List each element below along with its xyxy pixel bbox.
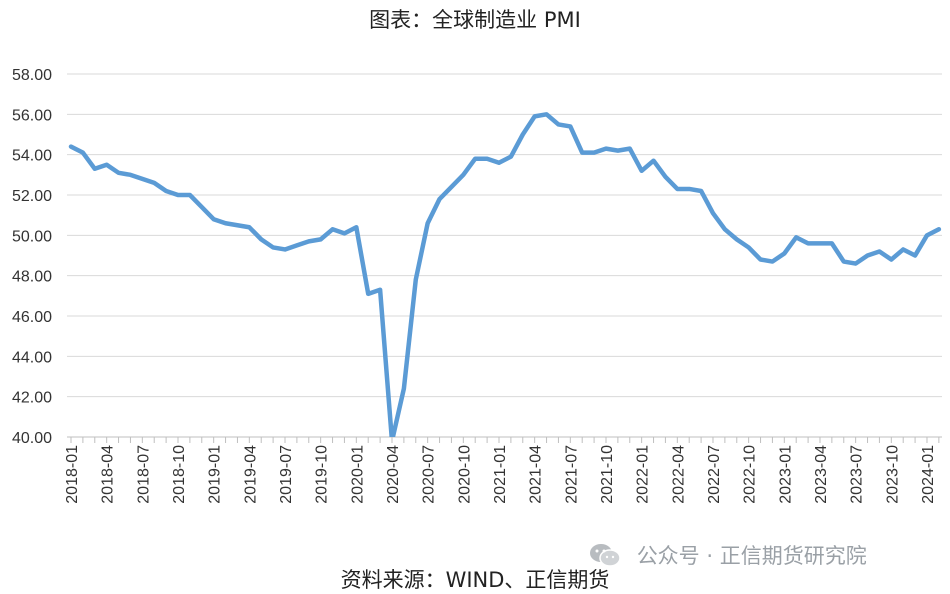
x-tick-label: 2019-07	[278, 445, 295, 504]
y-axis: 40.00 42.00 44.00 46.00 48.00 50.00 52.00 54.00…	[12, 67, 52, 447]
y-tick-label: 58.00	[12, 67, 52, 84]
x-tick-label: 2023-07	[849, 445, 866, 504]
y-tick-label: 56.00	[12, 107, 52, 124]
x-tick-label: 2021-04	[528, 445, 545, 504]
x-tick-label: 2022-07	[706, 445, 723, 504]
y-tick-label: 54.00	[12, 148, 52, 165]
x-tick-label: 2020-01	[349, 445, 366, 504]
x-tick-label: 2022-04	[670, 445, 687, 504]
y-tick-label: 40.00	[12, 430, 52, 447]
y-tick-label: 42.00	[12, 390, 52, 407]
x-tick-label: 2023-10	[884, 445, 901, 504]
x-tick-label: 2018-07	[135, 445, 152, 504]
x-axis: 2018-01 2018-04 2018-07 2018-10 2019-01 2019-…	[64, 436, 942, 504]
x-tick-label: 2019-04	[242, 445, 259, 504]
x-tick-label: 2018-01	[64, 445, 81, 504]
x-tick-label: 2020-10	[456, 445, 473, 504]
y-tick-label: 48.00	[12, 269, 52, 286]
pmi-series-line	[68, 112, 942, 437]
x-tick-label: 2018-10	[171, 445, 188, 504]
chart-title: 图表：全球制造业 PMI	[369, 8, 581, 32]
wechat-icon	[588, 541, 622, 574]
x-tick-label: 2018-04	[100, 445, 117, 504]
watermark-text: 公众号 · 正信期货研究院	[636, 544, 867, 568]
x-tick-label: 2023-04	[813, 445, 830, 504]
x-tick-label: 2019-01	[207, 445, 224, 504]
y-tick-label: 46.00	[12, 309, 52, 326]
source-note: 资料来源：WIND、正信期货	[340, 568, 610, 592]
x-tick-label: 2021-07	[563, 445, 580, 504]
x-tick-label: 2022-01	[635, 445, 652, 504]
x-tick-label: 2019-10	[314, 445, 331, 504]
watermark: 公众号 · 正信期货研究院	[588, 540, 867, 574]
x-tick-label: 2024-01	[920, 445, 937, 504]
x-tick-label: 2021-01	[492, 445, 509, 504]
x-tick-label: 2022-10	[742, 445, 759, 504]
y-tick-label: 50.00	[12, 228, 52, 245]
gridlines	[67, 73, 942, 398]
x-tick-label: 2021-10	[599, 445, 616, 504]
x-tick-label: 2020-04	[385, 445, 402, 504]
x-tick-label: 2020-07	[421, 445, 438, 504]
x-tick-label: 2023-01	[777, 445, 794, 504]
series-layer	[68, 112, 942, 442]
y-tick-label: 44.00	[12, 349, 52, 366]
y-tick-label: 52.00	[12, 188, 52, 205]
